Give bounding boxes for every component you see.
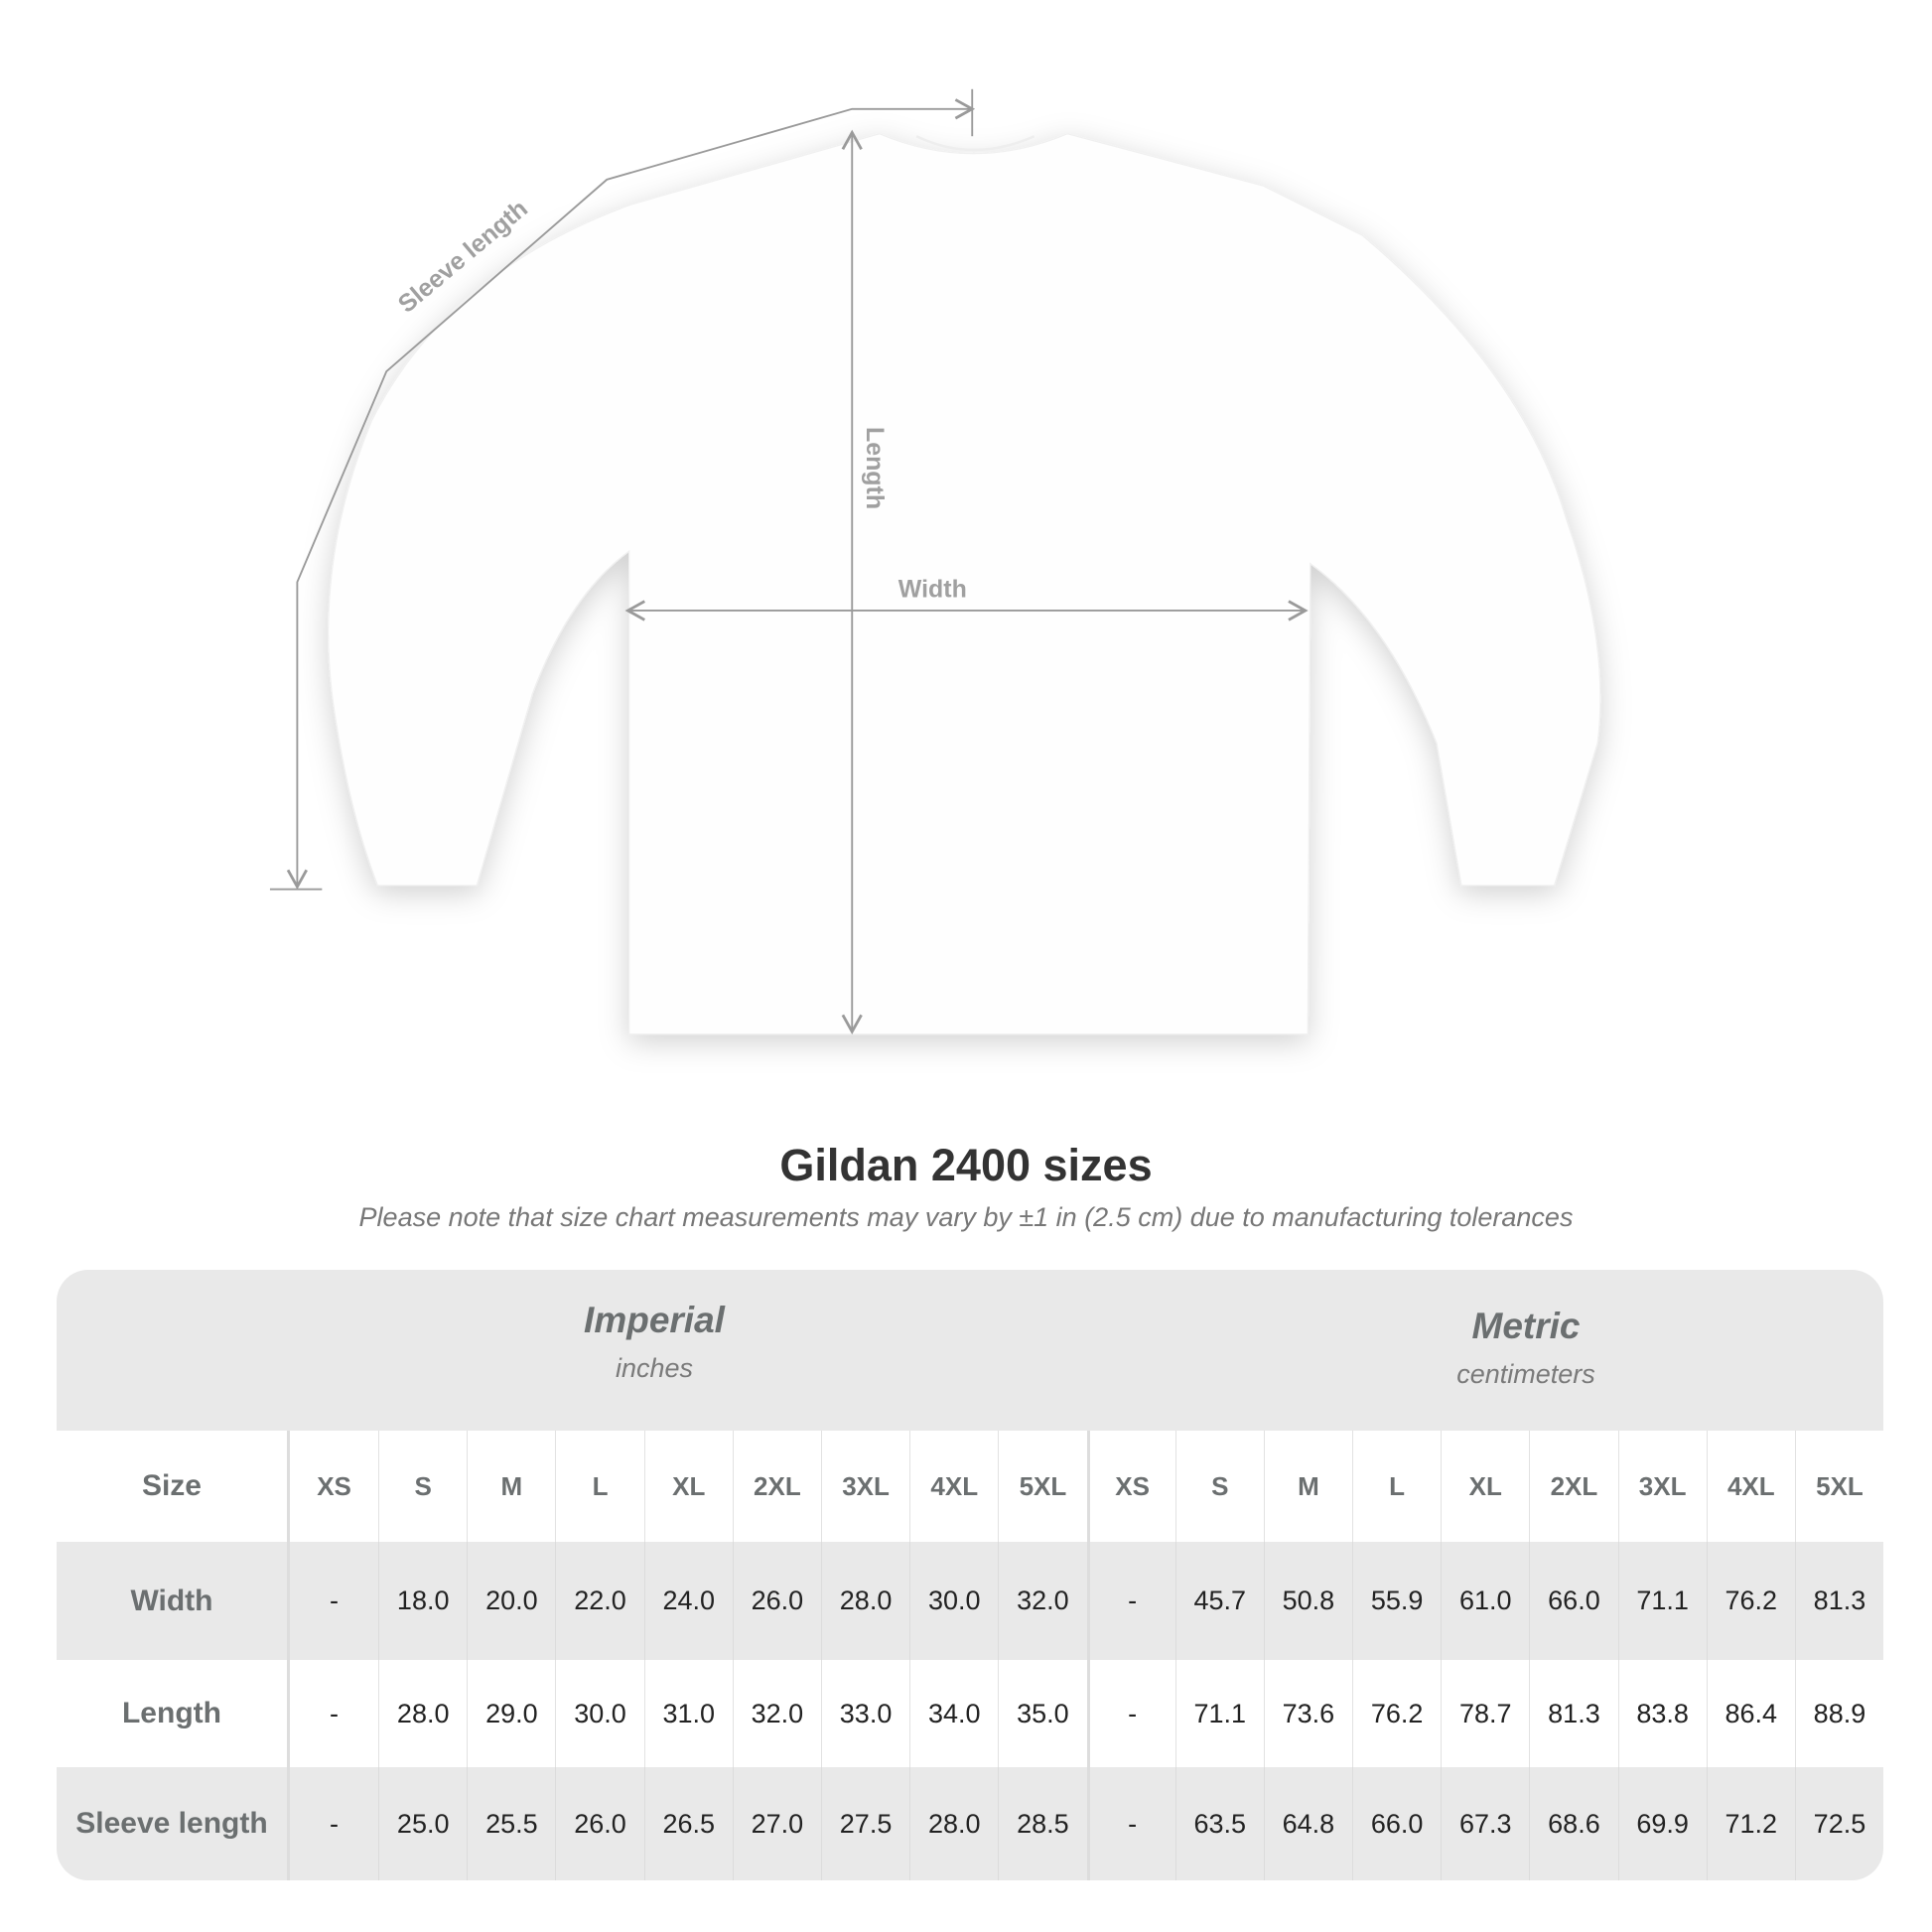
size-header-cell: L	[555, 1431, 643, 1542]
imperial-value-cell: 22.0	[555, 1542, 643, 1660]
metric-value-cell: 64.8	[1263, 1767, 1352, 1880]
table-row: Width -18.0 20.0 22.0 24.0 26.0 28.0 30.0 32.0-4…	[57, 1542, 1883, 1660]
imperial-value-cell: 30.0	[555, 1660, 643, 1767]
metric-value-cell: 81.3	[1794, 1542, 1883, 1660]
metric-value-cell: 67.3	[1441, 1767, 1529, 1880]
imperial-unit: inches	[615, 1353, 694, 1383]
imperial-value-cell: 27.0	[732, 1767, 821, 1880]
table-row: Length -28.0 29.0 30.0 31.0 32.0 33.0 34.0 35.0-…	[57, 1660, 1883, 1767]
metric-value-cell: 88.9	[1794, 1660, 1883, 1767]
metric-value-cell: 50.8	[1263, 1542, 1352, 1660]
imperial-value-cell: 32.0	[732, 1660, 821, 1767]
imperial-value-cell: 26.0	[732, 1542, 821, 1660]
metric-value-cell: -	[1086, 1542, 1175, 1660]
imperial-value-cell: 34.0	[909, 1660, 998, 1767]
size-header-cell: 4XL	[909, 1431, 998, 1542]
size-header-cell: S	[378, 1431, 467, 1542]
imperial-value-cell: 26.0	[555, 1767, 643, 1880]
metric-value-cell: 61.0	[1441, 1542, 1529, 1660]
sleeve-length-measure	[269, 88, 976, 891]
size-header-cell: XL	[643, 1431, 733, 1542]
metric-value-cell: 71.2	[1706, 1767, 1795, 1880]
size-chart-table: Imperial inches Metric centimeters Size X…	[57, 1270, 1883, 1880]
imperial-value-cell: 35.0	[998, 1660, 1086, 1767]
metric-unit: centimeters	[1456, 1359, 1595, 1389]
imperial-value-cell: 26.5	[643, 1767, 733, 1880]
size-header-cell: 5XL	[998, 1431, 1086, 1542]
size-header-cell: 2XL	[732, 1431, 821, 1542]
imperial-value-cell: 20.0	[467, 1542, 555, 1660]
imperial-value-cell: 32.0	[998, 1542, 1086, 1660]
metric-value-cell: 68.6	[1529, 1767, 1617, 1880]
imperial-value-cell: 25.5	[467, 1767, 555, 1880]
size-header-cell: L	[1352, 1431, 1441, 1542]
imperial-value-cell: 18.0	[378, 1542, 467, 1660]
size-header-row: Size XS S M L XL 2XL 3XL 4XL 5XL XS S M L XL 2XL 3XL 4XL 5…	[57, 1431, 1883, 1542]
metric-value-cell: 63.5	[1174, 1767, 1264, 1880]
tolerance-note: Please note that size chart measurements…	[358, 1202, 1574, 1232]
imperial-value-cell: -	[330, 1586, 340, 1615]
size-header-cell: S	[1174, 1431, 1264, 1542]
page-title: Gildan 2400 sizes	[779, 1140, 1153, 1190]
size-header-cell: XL	[1441, 1431, 1529, 1542]
size-header-cell: 3XL	[1617, 1431, 1707, 1542]
metric-value-cell: 81.3	[1529, 1660, 1617, 1767]
row-label: Width	[57, 1542, 290, 1660]
imperial-value-cell: 25.0	[378, 1767, 467, 1880]
row-label: Sleeve length	[57, 1767, 290, 1880]
metric-value-cell: 78.7	[1441, 1660, 1529, 1767]
size-header-cell: 2XL	[1529, 1431, 1617, 1542]
metric-value-cell: 69.9	[1617, 1767, 1707, 1880]
metric-value-cell: 73.6	[1263, 1660, 1352, 1767]
imperial-title: Imperial	[584, 1300, 725, 1340]
metric-value-cell: 72.5	[1794, 1767, 1883, 1880]
length-label: Length	[861, 427, 889, 509]
width-label: Width	[898, 575, 967, 603]
metric-value-cell: 71.1	[1617, 1542, 1707, 1660]
metric-header: Metric centimeters	[1327, 1306, 1725, 1390]
imperial-value-cell: 28.0	[820, 1542, 909, 1660]
metric-value-cell: 66.0	[1529, 1542, 1617, 1660]
imperial-value-cell: 28.0	[909, 1767, 998, 1880]
row-label: Length	[57, 1660, 290, 1767]
size-header-cell: M	[1263, 1431, 1352, 1542]
imperial-value-cell: 29.0	[467, 1660, 555, 1767]
metric-value-cell: -	[1086, 1660, 1175, 1767]
imperial-value-cell: 24.0	[643, 1542, 733, 1660]
imperial-value-cell: 28.5	[998, 1767, 1086, 1880]
imperial-value-cell: 28.0	[378, 1660, 467, 1767]
size-header-cell: XS	[317, 1470, 351, 1501]
row-label: Size	[57, 1431, 290, 1542]
imperial-value-cell: 31.0	[643, 1660, 733, 1767]
metric-value-cell: -	[1086, 1767, 1175, 1880]
size-header-cell: XS	[1086, 1431, 1175, 1542]
metric-value-cell: 45.7	[1174, 1542, 1264, 1660]
size-header-cell: 3XL	[820, 1431, 909, 1542]
imperial-value-cell: -	[330, 1808, 340, 1839]
table-header: Imperial inches Metric centimeters	[57, 1270, 1883, 1431]
metric-value-cell: 66.0	[1352, 1767, 1441, 1880]
metric-value-cell: 83.8	[1617, 1660, 1707, 1767]
size-header-cell: 4XL	[1706, 1431, 1795, 1542]
size-header-cell: M	[467, 1431, 555, 1542]
imperial-value-cell: 30.0	[909, 1542, 998, 1660]
metric-value-cell: 86.4	[1706, 1660, 1795, 1767]
metric-value-cell: 71.1	[1174, 1660, 1264, 1767]
metric-value-cell: 76.2	[1706, 1542, 1795, 1660]
table-row: Sleeve length -25.0 25.5 26.0 26.5 27.0 27.5 28…	[57, 1767, 1883, 1880]
metric-value-cell: 55.9	[1352, 1542, 1441, 1660]
metric-value-cell: 76.2	[1352, 1660, 1441, 1767]
size-header-cell: 5XL	[1794, 1431, 1883, 1542]
imperial-value-cell: 27.5	[820, 1767, 909, 1880]
imperial-value-cell: -	[330, 1698, 340, 1728]
imperial-header: Imperial inches	[456, 1300, 853, 1384]
imperial-value-cell: 33.0	[820, 1660, 909, 1767]
metric-title: Metric	[1471, 1306, 1581, 1346]
